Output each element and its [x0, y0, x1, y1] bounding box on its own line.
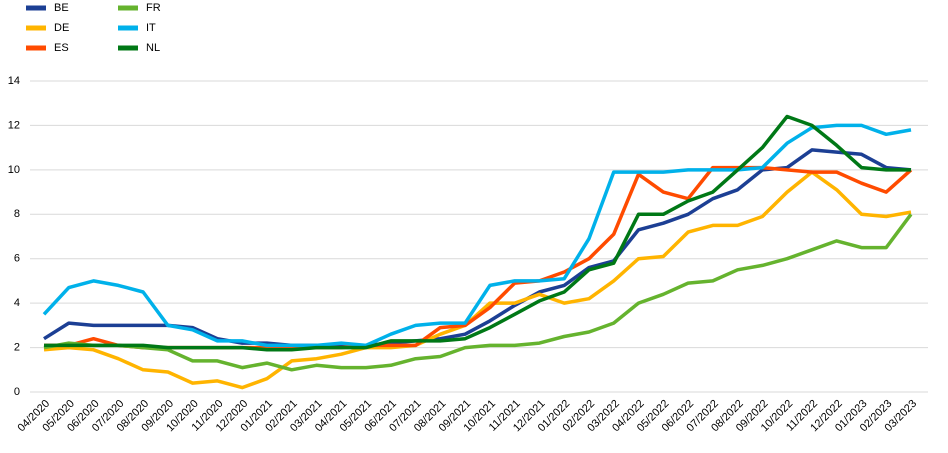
legend-label: BE: [54, 2, 69, 14]
legend-label: ES: [54, 42, 69, 54]
y-tick-label: 10: [8, 164, 20, 176]
series-line: [43, 213, 913, 372]
y-tick-label: 4: [14, 297, 20, 309]
series-line: [42, 123, 912, 348]
y-tick-label: 12: [8, 119, 20, 131]
series-line: [43, 170, 912, 390]
legend-label: FR: [146, 2, 161, 14]
series-line: [44, 114, 911, 352]
legend-label: IT: [146, 22, 156, 34]
series-line: [44, 165, 913, 350]
legend-label: DE: [54, 22, 69, 34]
legend-label: NL: [146, 42, 160, 54]
y-tick-label: 8: [14, 208, 20, 220]
y-tick-label: 2: [14, 341, 20, 353]
y-tick-label: 14: [8, 75, 20, 87]
y-tick-label: 0: [14, 386, 20, 398]
y-tick-label: 6: [14, 253, 20, 265]
